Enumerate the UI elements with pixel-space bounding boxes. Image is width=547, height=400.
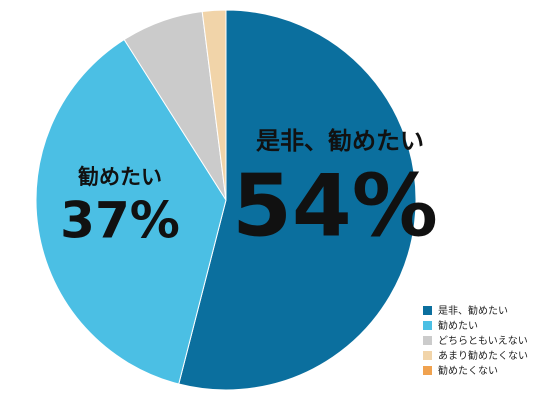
- pie-slice: [178, 9, 417, 391]
- slice-category-label: 是非、勧めたい: [256, 127, 424, 155]
- slice-value-label: 54%: [232, 156, 438, 256]
- legend-label: 是非、勧めたい: [438, 304, 508, 317]
- legend-label: どちらともいえない: [438, 335, 528, 347]
- legend-swatch: [423, 306, 432, 315]
- legend-label: 勧めたい: [438, 319, 478, 332]
- legend-swatch: [423, 321, 432, 330]
- slice-category-label: 勧めたい: [77, 165, 162, 189]
- legend-swatch: [423, 351, 432, 360]
- slice-value-label: 37%: [60, 192, 180, 250]
- legend-label: 勧めたくない: [438, 364, 498, 377]
- legend-swatch: [423, 366, 432, 375]
- legend-label: あまり勧めたくない: [438, 349, 528, 362]
- legend-swatch: [423, 336, 432, 345]
